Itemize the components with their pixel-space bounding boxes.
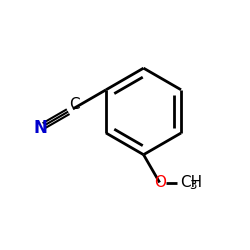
Text: O: O — [154, 176, 166, 190]
Text: C: C — [70, 98, 80, 112]
Text: N: N — [33, 119, 47, 137]
Text: 3: 3 — [189, 180, 197, 192]
Text: CH: CH — [180, 176, 202, 190]
